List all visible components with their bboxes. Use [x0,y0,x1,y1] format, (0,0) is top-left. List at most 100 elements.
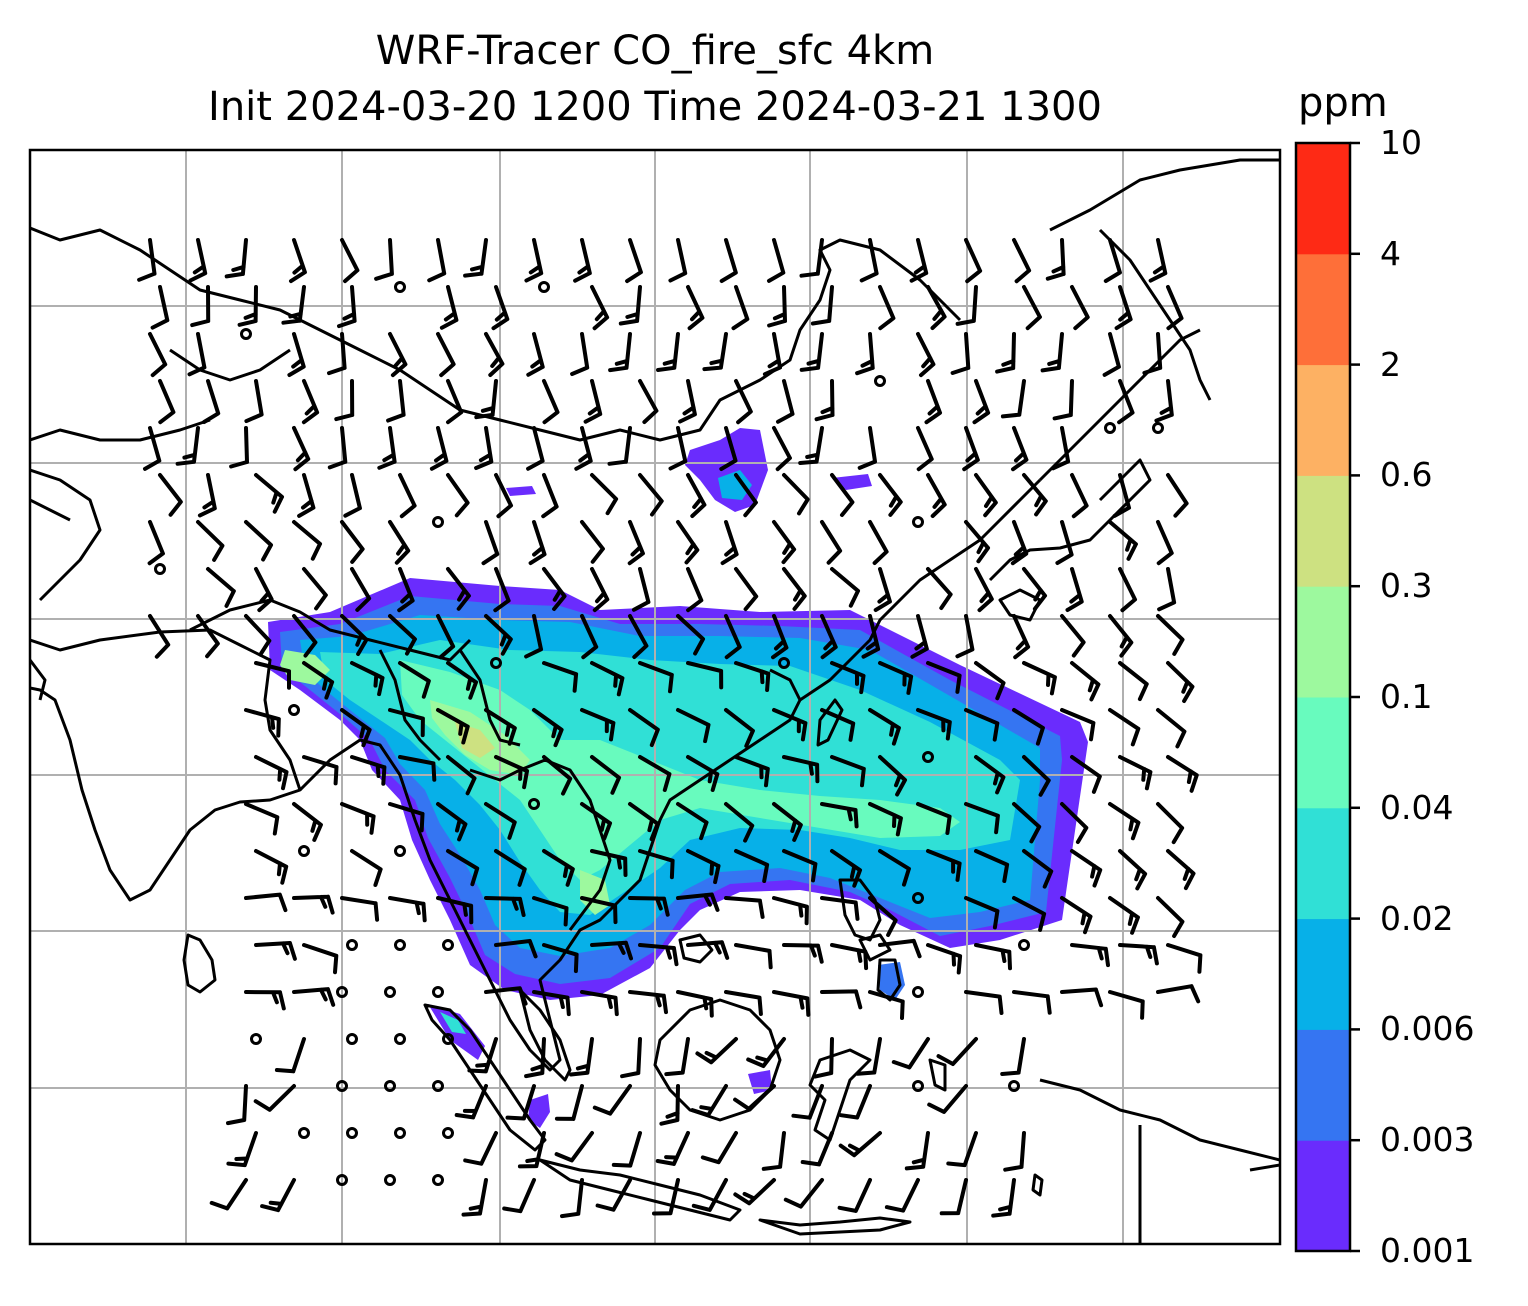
wind-barb [733,1084,776,1111]
wind-barb [1011,426,1029,472]
wind-barb [798,426,824,465]
wind-barbs [137,238,1203,1219]
wind-barb [676,990,714,1018]
wind-barb [772,802,803,842]
plume-patch-north [506,486,536,496]
wind-barb [274,1037,306,1074]
wind-barb [855,332,875,376]
wind-barb [388,520,411,565]
wind-barb [1060,987,1104,1008]
wind-barb [878,473,903,517]
wind-barb [700,1131,738,1165]
wind-barb [955,285,978,326]
wind-barb [720,520,739,566]
wind-barb-calm [874,375,886,387]
plume-band-0.1 [280,650,330,685]
wind-barb [374,238,394,281]
wind-barb [542,661,579,693]
wind-barb [196,520,225,562]
wind-barb [244,990,286,1011]
wind-barb [1156,802,1185,845]
wind-barb [762,332,782,377]
wind-barb [287,332,306,377]
wind-barb [1070,849,1103,888]
wind-barb-calm [240,328,252,340]
wind-barb [678,379,697,424]
wind-barb [734,755,770,788]
wind-barb [974,943,1012,971]
wind-barb [1022,567,1047,611]
wind-barb [964,238,983,284]
wind-barb [244,892,288,913]
wind-barb [1108,708,1141,747]
wind-barb [734,943,773,970]
wind-barb [702,332,728,372]
wind-barb [281,285,306,325]
wind-barb [398,661,431,699]
wind-barb-calm [1152,422,1164,434]
wind-barb [926,849,962,882]
wind-barb [830,943,869,971]
wind-barb [573,238,592,283]
wind-barb [868,802,903,837]
wind-barb [620,1037,642,1079]
wind-barb [891,1037,930,1070]
wind-barb [541,473,559,519]
wind-barb [350,661,385,697]
wind-barb-calm [394,845,406,857]
wind-barb [638,473,664,517]
wind-barb [143,426,162,471]
wind-barb [628,614,649,659]
wind-barb [1012,802,1042,844]
wind-barb [974,661,1006,701]
wind-barb [1060,708,1096,742]
wind-barb-calm [384,986,396,998]
wind-barb-calm [528,798,540,810]
wind-barb [474,426,494,470]
wind-barb [724,802,755,843]
wind-barb [830,661,866,695]
wind-barb [627,520,645,566]
wind-barb [388,896,427,923]
wind-barb [861,614,881,659]
colorbar-tick-label: 0.006 [1380,1009,1475,1049]
wind-barb [734,661,771,692]
wind-barb [676,520,700,565]
wind-barb [244,614,272,657]
wind-barb [590,940,633,961]
wind-barb [436,896,474,925]
wind-barb [505,1084,536,1121]
wind-barb-calm [912,516,924,528]
wind-barb [820,802,859,829]
wind-barb [474,379,498,420]
wind-barb [782,567,807,611]
map-title-line-1: WRF-Tracer CO_fire_sfc 4km [375,28,935,74]
wind-barb [950,332,971,375]
wind-barb [974,567,994,613]
wind-barb [1102,332,1121,377]
wind-barb [1022,755,1051,797]
wind-barb [254,661,291,690]
wind-barb [148,332,168,378]
wind-barb [580,802,612,841]
map-title-line-2: Init 2024-03-20 1200 Time 2024-03-21 130… [208,84,1102,130]
wind-barb [813,1037,834,1079]
wind-barb [1065,567,1084,612]
wind-barb [972,379,991,425]
wind-barb-calm [298,845,310,857]
wind-barb [995,332,1016,374]
wind-barb [734,379,753,425]
wind-barb [916,332,936,378]
wind-barb [1012,990,1052,1015]
wind-barb [782,943,824,964]
wind-barb [686,661,724,690]
wind-barb [244,379,264,424]
wind-barb [857,426,877,470]
wind-barb [340,896,380,922]
wind-barb [608,332,632,373]
wind-barb [1166,285,1184,331]
colorbar-unit-label: ppm [1298,80,1388,126]
wind-barb [1070,285,1090,331]
wind-barb [1003,1131,1026,1172]
